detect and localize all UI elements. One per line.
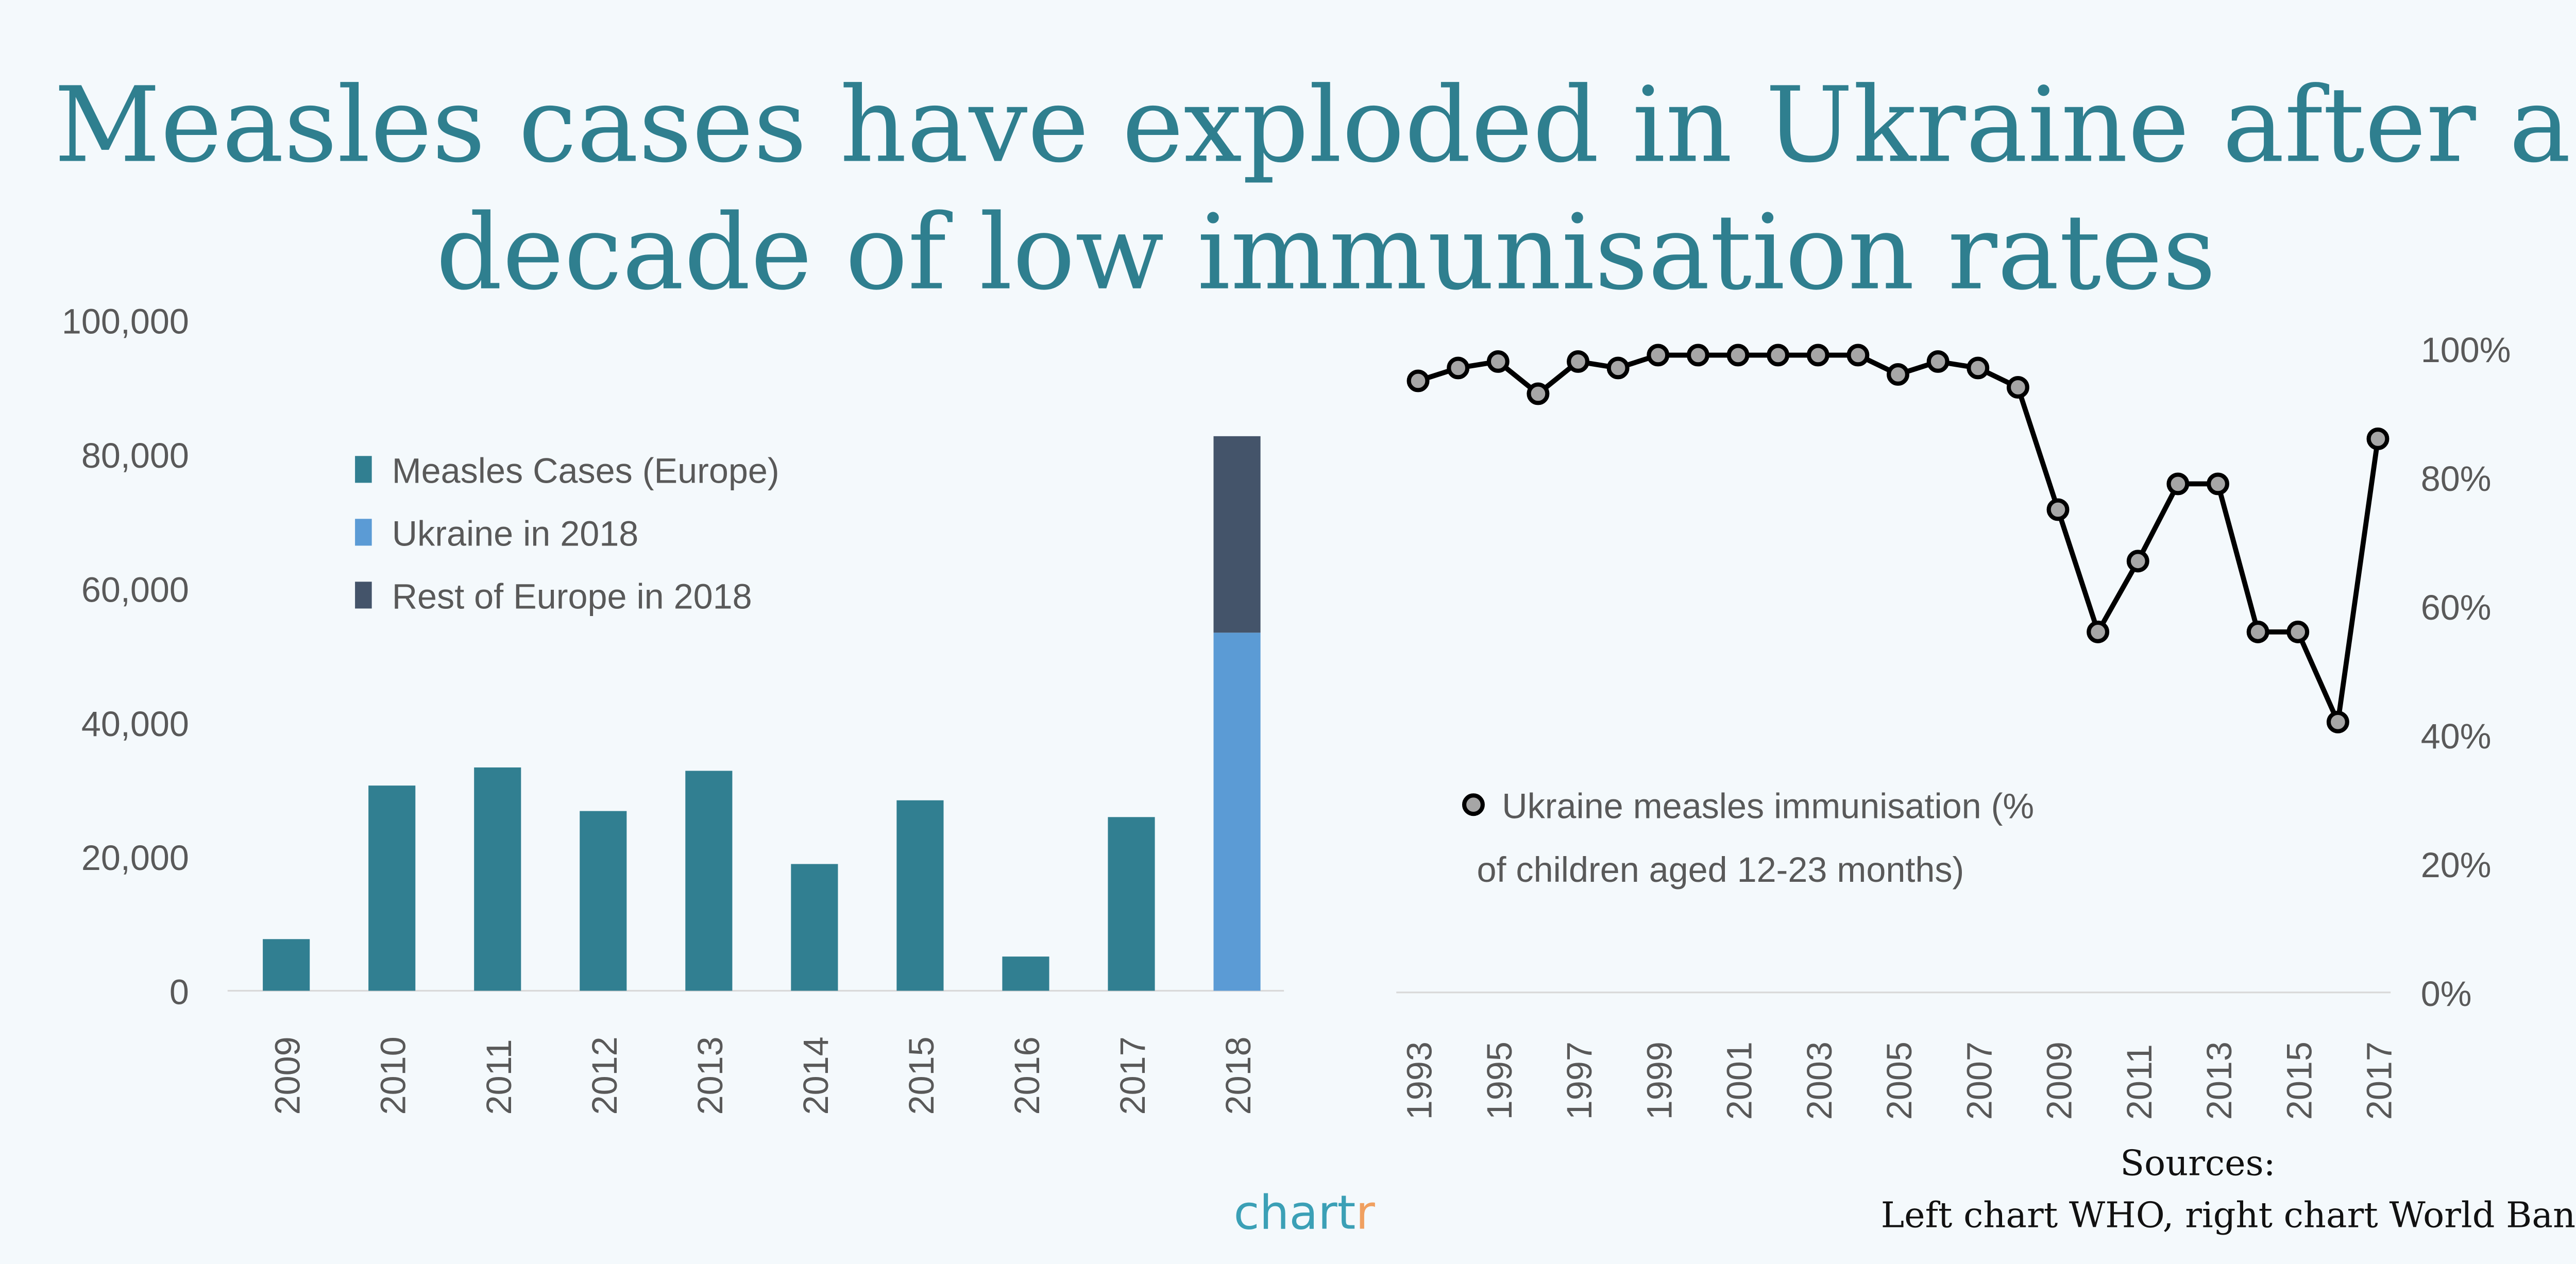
logo-main: chart xyxy=(1234,1186,1356,1240)
x-tick-label: 1995 xyxy=(1480,1041,1519,1120)
data-point-2009 xyxy=(2046,498,2070,521)
y-tick-label: 0% xyxy=(2421,975,2472,1014)
x-tick-label: 2001 xyxy=(1720,1041,1759,1120)
data-point-2006 xyxy=(1926,350,1950,373)
sources-text: Left chart WHO, right chart World Bank xyxy=(1881,1195,2576,1236)
y-tick-label: 80% xyxy=(2421,459,2492,499)
bar-2017-series-0 xyxy=(1108,817,1155,991)
data-point-1997 xyxy=(1567,350,1590,373)
data-point-1994 xyxy=(1447,356,1470,380)
title-line-2: decade of low immunisation rates xyxy=(436,192,2216,313)
data-point-2008 xyxy=(2006,375,2029,399)
x-tick-label: 2011 xyxy=(2120,1044,2159,1120)
data-point-2002 xyxy=(1767,344,1790,367)
data-point-1995 xyxy=(1486,350,1510,373)
bar-2012-series-0 xyxy=(580,811,627,991)
x-tick-label: 2014 xyxy=(796,1036,836,1115)
x-tick-label: 2015 xyxy=(2280,1041,2319,1120)
y-tick-label: 80,000 xyxy=(81,436,189,475)
bar-2018-series-1 xyxy=(1213,633,1261,991)
data-point-2007 xyxy=(1967,356,1990,380)
chartr-logo: chartr xyxy=(1234,1186,1376,1240)
legend-label-line-2: of children aged 12-23 months) xyxy=(1477,850,1964,890)
data-point-2011 xyxy=(2126,550,2149,573)
bar-2010-series-0 xyxy=(368,785,416,991)
data-point-1993 xyxy=(1406,369,1430,392)
x-tick-label: 2009 xyxy=(268,1036,308,1115)
legend-marker xyxy=(1462,793,1485,816)
data-point-1999 xyxy=(1647,344,1670,367)
bar-2016-series-0 xyxy=(1002,956,1049,991)
y-tick-label: 60% xyxy=(2421,588,2492,627)
data-point-2012 xyxy=(2166,472,2190,496)
y-tick-label: 100,000 xyxy=(62,302,189,341)
left-bar-chart: 0 20,000 40,000 60,000 80,000 100,000 2009 2010… xyxy=(62,302,1284,1115)
legend-swatch xyxy=(355,582,372,609)
bar-2013-series-0 xyxy=(685,771,733,991)
sources-label: Sources: xyxy=(2120,1143,2275,1184)
data-point-1996 xyxy=(1527,382,1550,405)
data-point-2000 xyxy=(1686,344,1709,367)
data-point-2005 xyxy=(1887,363,1909,386)
data-point-2013 xyxy=(2207,472,2229,496)
bar-2018-series-2 xyxy=(1213,436,1261,633)
right-line-chart: 0% 20% 40% 60% 80% 100% 1993 1995 1997 1999 2001 20… xyxy=(1396,331,2511,1120)
data-point-2010 xyxy=(2087,620,2110,643)
x-tick-label: 2012 xyxy=(585,1036,624,1115)
data-point-2014 xyxy=(2246,620,2269,643)
y-tick-label: 0 xyxy=(170,973,189,1012)
y-tick-label: 20,000 xyxy=(81,839,189,878)
x-tick-label: 2011 xyxy=(480,1039,519,1115)
legend-swatch xyxy=(355,456,372,483)
x-tick-label: 2017 xyxy=(2360,1041,2399,1120)
y-tick-label: 100% xyxy=(2421,331,2511,370)
bar-2015-series-0 xyxy=(896,800,944,991)
data-point-2003 xyxy=(1806,344,1829,367)
data-point-2001 xyxy=(1726,344,1750,367)
data-point-2015 xyxy=(2286,620,2310,643)
x-tick-label: 2016 xyxy=(1008,1036,1047,1115)
bar-2014-series-0 xyxy=(791,864,838,991)
title-line-1: Measles cases have exploded in Ukraine a… xyxy=(54,64,2571,185)
x-tick-label: 2009 xyxy=(2040,1041,2079,1120)
legend-label-line-1: Ukraine measles immunisation (% xyxy=(1502,787,2034,826)
x-tick-label: 2003 xyxy=(1800,1041,1839,1120)
data-point-2004 xyxy=(1846,344,1870,367)
x-tick-label: 2007 xyxy=(1960,1041,1999,1120)
x-tick-label: 2005 xyxy=(1880,1041,1919,1120)
x-tick-label: 2015 xyxy=(902,1036,941,1115)
bar-2011-series-0 xyxy=(474,767,521,991)
x-tick-label: 2013 xyxy=(2200,1041,2239,1120)
x-tick-label: 1997 xyxy=(1560,1041,1599,1120)
x-tick-label: 1999 xyxy=(1640,1041,1679,1120)
y-tick-label: 40,000 xyxy=(81,705,189,744)
data-point-2016 xyxy=(2326,710,2349,733)
legend-label: Ukraine in 2018 xyxy=(392,514,639,553)
logo-end: r xyxy=(1355,1186,1375,1240)
y-tick-label: 60,000 xyxy=(81,570,189,609)
y-tick-label: 20% xyxy=(2421,846,2492,885)
data-point-2017 xyxy=(2366,427,2389,450)
y-tick-label: 40% xyxy=(2421,717,2492,756)
x-tick-label: 2010 xyxy=(374,1036,413,1115)
x-tick-label: 1993 xyxy=(1400,1041,1439,1120)
x-tick-label: 2018 xyxy=(1219,1036,1258,1115)
legend-swatch xyxy=(355,519,372,546)
legend-label: Measles Cases (Europe) xyxy=(392,451,779,490)
x-tick-label: 2017 xyxy=(1113,1036,1153,1115)
bar-2009-series-0 xyxy=(263,939,310,991)
legend-label: Rest of Europe in 2018 xyxy=(392,577,752,616)
x-tick-label: 2013 xyxy=(691,1036,730,1115)
data-point-1998 xyxy=(1606,356,1630,380)
